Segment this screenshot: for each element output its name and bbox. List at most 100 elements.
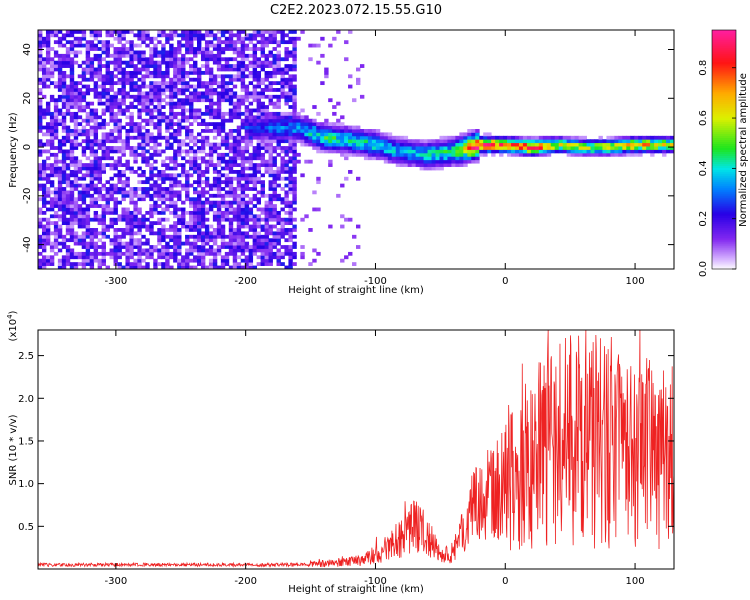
spectrogram-cell bbox=[149, 47, 154, 51]
spectrogram-cell bbox=[224, 163, 230, 167]
spectrogram-cell bbox=[356, 142, 361, 147]
colorbar-step bbox=[712, 105, 736, 109]
spectrogram-cell bbox=[85, 245, 91, 249]
spectrogram-cell bbox=[197, 67, 202, 72]
spectrogram-cell bbox=[507, 152, 512, 157]
spectrogram-cell bbox=[220, 156, 226, 161]
spectrogram-cell bbox=[248, 40, 254, 45]
spectrogram-cell bbox=[45, 139, 51, 144]
spectrogram-cell bbox=[228, 221, 234, 226]
spectrogram-cell bbox=[177, 245, 182, 249]
spectrogram-cell bbox=[284, 81, 289, 86]
spectrogram-cell bbox=[499, 146, 504, 150]
spectrogram-cell bbox=[602, 149, 607, 154]
spectrogram-cell bbox=[149, 91, 154, 96]
spectrogram-cell bbox=[248, 210, 254, 215]
spectrogram-cell bbox=[300, 108, 305, 113]
spectrogram-cell bbox=[248, 176, 254, 181]
spectrogram-cell bbox=[284, 265, 289, 270]
spectrogram-cell bbox=[240, 135, 246, 140]
spectrogram-cell bbox=[276, 101, 281, 106]
spectrogram-cell bbox=[113, 245, 118, 249]
spectrogram-cell bbox=[204, 64, 210, 68]
spectrogram-cell bbox=[244, 146, 250, 150]
spectrogram-cell bbox=[248, 248, 254, 253]
spectrogram-cell bbox=[133, 262, 138, 266]
spectrogram-cell bbox=[57, 84, 63, 89]
spectrogram-cell bbox=[45, 111, 51, 116]
spectrogram-cell bbox=[264, 84, 269, 89]
spectrogram-cell bbox=[49, 207, 55, 212]
spectrogram-cell bbox=[244, 88, 250, 92]
spectrogram-cell bbox=[356, 125, 361, 130]
spectrogram-cell bbox=[145, 94, 150, 99]
spectrogram-cell bbox=[654, 149, 659, 154]
spectrogram-cell bbox=[181, 265, 186, 270]
spectrogram-y-tick-label: 40 bbox=[22, 43, 33, 56]
spectrogram-cell bbox=[204, 241, 210, 246]
spectrogram-cell bbox=[352, 152, 357, 157]
spectrogram-cell bbox=[137, 84, 142, 89]
spectrogram-cell bbox=[53, 67, 59, 72]
spectrogram-cell bbox=[93, 251, 99, 256]
spectrogram-cell bbox=[316, 132, 321, 137]
spectrogram-cell bbox=[204, 183, 210, 188]
spectrogram-cell bbox=[288, 228, 293, 232]
spectrogram-cell bbox=[328, 43, 333, 48]
colorbar-step bbox=[712, 235, 736, 238]
spectrogram-cell bbox=[260, 159, 265, 164]
spectrogram-cell bbox=[264, 149, 269, 154]
spectrogram-cell bbox=[157, 105, 162, 109]
spectrogram-cell bbox=[61, 241, 67, 246]
spectrogram-cell bbox=[451, 156, 456, 161]
spectrogram-cell bbox=[189, 234, 194, 239]
spectrogram-cell bbox=[260, 132, 265, 137]
spectrogram-cell bbox=[53, 108, 59, 113]
spectrogram-cell bbox=[280, 163, 285, 167]
spectrogram-cell bbox=[244, 159, 250, 164]
spectrogram-cell bbox=[550, 139, 556, 144]
spectrogram-cell bbox=[284, 64, 289, 68]
spectrogram-cell bbox=[268, 111, 273, 116]
spectrogram-cell bbox=[73, 36, 79, 41]
spectrogram-cell bbox=[244, 84, 250, 89]
spectrogram-cell bbox=[232, 187, 238, 191]
spectrogram-cell bbox=[41, 163, 47, 167]
spectrogram-cell bbox=[69, 105, 75, 109]
spectrogram-cell bbox=[38, 149, 43, 154]
spectrogram-cell bbox=[61, 98, 67, 103]
spectrogram-cell bbox=[197, 166, 202, 171]
spectrogram-cell bbox=[427, 139, 432, 144]
spectrogram-cell bbox=[197, 245, 202, 249]
spectrogram-cell bbox=[554, 142, 560, 147]
spectrogram-cell bbox=[212, 129, 218, 133]
spectrogram-cell bbox=[216, 57, 222, 62]
spectrogram-cell bbox=[193, 217, 198, 222]
spectrogram-cell bbox=[220, 200, 226, 205]
spectrogram-cell bbox=[85, 105, 91, 109]
spectrogram-cell bbox=[252, 238, 258, 243]
spectrogram-cell bbox=[443, 156, 448, 161]
spectrogram-cell bbox=[244, 200, 250, 205]
spectrogram-cell bbox=[220, 193, 226, 198]
spectrogram-cell bbox=[244, 105, 250, 109]
spectrogram-cell bbox=[272, 180, 277, 185]
colorbar-step bbox=[712, 261, 736, 264]
spectrogram-cell bbox=[165, 197, 170, 202]
spectrogram-cell bbox=[121, 187, 126, 191]
spectrogram-cell bbox=[197, 228, 202, 232]
spectrogram-cell bbox=[284, 115, 289, 120]
spectrogram-cell bbox=[224, 135, 230, 140]
spectrogram-cell bbox=[149, 176, 154, 181]
spectrogram-cell bbox=[121, 50, 126, 55]
spectrogram-cell bbox=[197, 251, 202, 256]
spectrogram-cell bbox=[236, 180, 242, 185]
spectrogram-cell bbox=[49, 169, 55, 174]
spectrogram-cell bbox=[197, 180, 202, 185]
spectrogram-cell bbox=[165, 234, 170, 239]
spectrogram-cell bbox=[248, 60, 254, 65]
spectrogram-cell bbox=[292, 197, 297, 202]
spectrogram-cell bbox=[69, 30, 75, 34]
spectrogram-cell bbox=[216, 217, 222, 222]
spectrogram-cell bbox=[284, 152, 289, 157]
